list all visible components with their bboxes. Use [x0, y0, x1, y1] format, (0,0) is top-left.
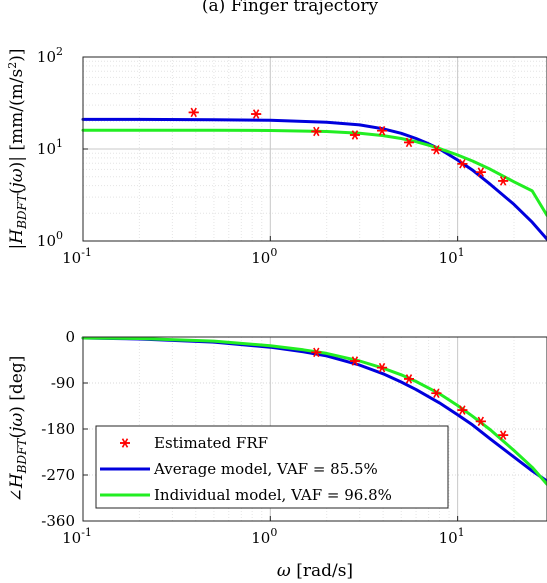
phase-y-label: ∠HBDFT(jω) [deg] — [7, 356, 29, 503]
x-tick-label: 101 — [439, 526, 465, 547]
frf-marker — [457, 405, 468, 415]
frf-marker — [251, 109, 262, 119]
magnitude-y-label: |HBDFT(jω)| [mm/(m/s2)] — [6, 49, 29, 250]
legend-label-0: Estimated FRF — [154, 434, 268, 452]
y-tick-label: -180 — [41, 420, 75, 438]
x-tick-label: 100 — [251, 526, 277, 547]
frf-marker — [431, 145, 442, 155]
x-tick-label: 101 — [439, 246, 465, 267]
legend-label-2: Individual model, VAF = 96.8% — [154, 486, 392, 504]
frf-marker — [188, 107, 199, 118]
frf-marker — [311, 126, 322, 137]
y-tick-label: -270 — [41, 466, 75, 484]
frf-marker — [475, 416, 486, 427]
frf-marker — [498, 176, 509, 186]
frf-marker — [431, 388, 442, 398]
frf-marker — [457, 159, 468, 169]
y-tick-label: -90 — [51, 374, 75, 392]
frf-marker — [377, 125, 388, 136]
frf-marker — [498, 430, 509, 440]
y-tick-label: 101 — [37, 137, 63, 158]
y-tick-label: -360 — [41, 512, 75, 530]
series-line-1 — [81, 117, 547, 241]
frf-marker — [403, 374, 414, 384]
legend-box — [95, 425, 449, 509]
frf-marker — [311, 347, 322, 358]
frf-marker — [377, 362, 388, 373]
magnitude-markers — [188, 107, 509, 186]
legend-label-1: Average model, VAF = 85.5% — [153, 460, 378, 478]
frf-marker — [475, 167, 486, 177]
y-tick-label: 102 — [37, 45, 63, 66]
x-tick-label: 100 — [251, 246, 277, 267]
series-line-2 — [81, 128, 547, 217]
frf-marker — [349, 130, 360, 140]
phase-lines — [81, 336, 547, 486]
x-tick-label: 10-1 — [62, 526, 92, 547]
x-tick-label: 10-1 — [62, 246, 92, 267]
y-tick-label: 100 — [37, 229, 63, 250]
phase-ticks: 10-1 100 101 0 -90 -180 -270 -360 — [41, 328, 464, 547]
magnitude-lines — [81, 117, 547, 241]
y-tick-label: 0 — [65, 328, 75, 346]
phase-x-label: ω [rad/s] — [277, 561, 353, 581]
phase-panel: 10-1 100 101 0 -90 -180 -270 -360 ∠HBDFT(jω) [d… — [7, 328, 547, 581]
frf-marker — [349, 356, 360, 366]
frf-marker — [403, 137, 414, 148]
series-line-2 — [81, 336, 547, 486]
legend: Estimated FRF Average model, VAF = 85.5% I… — [95, 425, 449, 509]
figure-title: (a) Finger trajectory — [202, 0, 379, 16]
phase-markers — [311, 347, 509, 440]
legend-marker-estimated-frf — [120, 438, 130, 448]
